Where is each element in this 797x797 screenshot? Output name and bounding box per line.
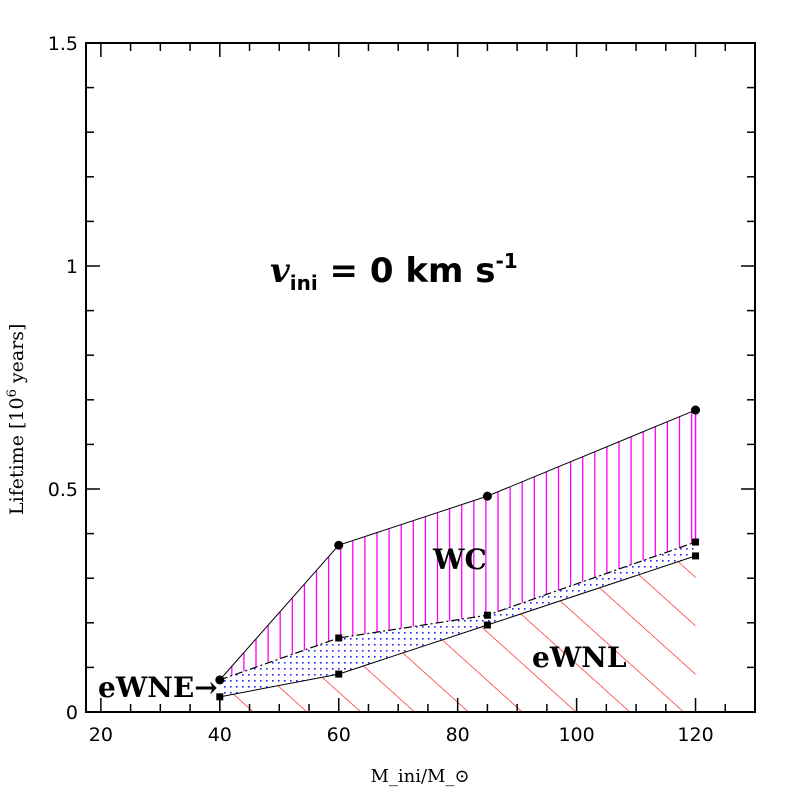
- marker-wc: [215, 675, 225, 685]
- label-ewnl: eWNL: [532, 641, 627, 674]
- area-ewnl: [219, 555, 696, 712]
- x-tick-label: 40: [208, 724, 232, 746]
- marker-wc: [482, 491, 492, 501]
- y-tick-label: 1.5: [48, 33, 78, 55]
- x-tick-label: 20: [89, 724, 113, 746]
- x-tick-label: 100: [558, 724, 594, 746]
- x-axis-label: M_ini/M_⊙: [370, 766, 469, 787]
- marker-wc: [691, 405, 701, 415]
- marker-ewne: [335, 634, 343, 642]
- marker-ewnl: [216, 693, 224, 701]
- line-ewnl: [219, 555, 696, 698]
- line-wc: [219, 409, 696, 681]
- y-tick-label: 1: [66, 256, 78, 278]
- y-tick-label: 0: [66, 702, 78, 724]
- marker-wc: [334, 540, 344, 550]
- marker-ewnl: [335, 670, 343, 678]
- plot-frame: [85, 42, 756, 713]
- y-tick-label: 0.5: [48, 479, 78, 501]
- label-ewne: eWNE→: [98, 671, 218, 704]
- line-ewne: [219, 541, 696, 681]
- label-wc: WC: [432, 543, 487, 576]
- chart-title: vini = 0 km s-1: [270, 249, 518, 295]
- marker-ewnl: [483, 621, 491, 629]
- area-ewne: [219, 542, 696, 697]
- x-tick-label: 120: [677, 724, 713, 746]
- marker-ewne: [483, 611, 491, 619]
- marker-ewne: [692, 538, 700, 546]
- marker-ewnl: [692, 552, 700, 560]
- x-tick-label: 60: [327, 724, 351, 746]
- x-tick-label: 80: [446, 724, 470, 746]
- y-axis-label: Lifetime [106 years]: [5, 324, 28, 515]
